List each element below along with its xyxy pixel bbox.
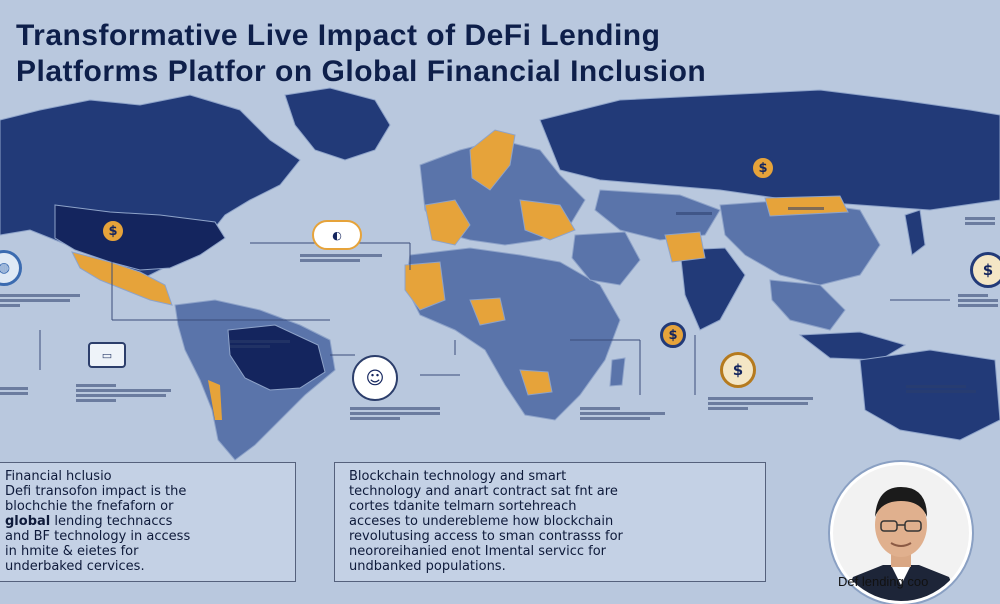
map-label-block: [906, 383, 986, 395]
africa-central: [469, 297, 506, 326]
box-left-bold-word: global: [5, 514, 51, 529]
map-label-block: [0, 292, 80, 309]
box-left-line-2: blochchie the fnefaforn or: [5, 499, 174, 514]
box-left-line-6: underbaked cervices.: [5, 559, 145, 574]
box-right-line-2: technology and anart contract sat fnt ar…: [349, 484, 618, 499]
portrait-caption: Def lending coo: [838, 574, 929, 589]
africa: [404, 247, 621, 421]
indonesia: [798, 331, 907, 361]
india: [679, 247, 746, 331]
dollar-coin-icon: $: [100, 218, 126, 244]
financial-inclusion-box: Financial hclusio Defi transofon impact …: [0, 462, 296, 582]
map-label-block: [708, 395, 818, 412]
lending-device-icon: ◐: [312, 220, 362, 250]
russia: [539, 89, 1000, 211]
page-title: Transformative Live Impact of DeFi Lendi…: [16, 18, 976, 90]
title-line-2: Platforms Platfor on Global Financial In…: [16, 55, 707, 88]
europe-west: [424, 199, 471, 246]
map-label-block: [230, 338, 300, 350]
europe-east: [519, 199, 576, 241]
pakistan: [664, 231, 706, 263]
middle-east: [571, 231, 641, 286]
wallet-icon: ▭: [88, 342, 126, 368]
box-left-line-3: global lending technaccs: [5, 514, 173, 529]
box-right-line-3: cortes tdanite telmarn sortehreach: [349, 499, 577, 514]
box-left-line-1: Defi transofon impact is the: [5, 484, 187, 499]
dollar-coin-icon: $: [750, 155, 776, 181]
title-line-1: Transformative Live Impact of DeFi Lendi…: [16, 19, 661, 52]
africa-west: [404, 261, 446, 311]
map-label-block: [350, 405, 445, 422]
person-avatar-icon: ☺: [352, 355, 398, 401]
box-left-heading: Financial hclusio: [5, 469, 112, 484]
map-label-block: [676, 210, 716, 217]
box-right-line-7: undbanked populations.: [349, 559, 506, 574]
australia: [859, 349, 1000, 441]
map-label-block: [0, 385, 30, 397]
mongolia: [764, 195, 849, 217]
greenland: [284, 87, 391, 161]
madagascar: [609, 357, 626, 387]
map-label-block: [580, 405, 670, 422]
map-label-block: [965, 215, 1000, 227]
map-label-block: [958, 292, 1000, 309]
japan: [904, 209, 926, 256]
map-label-block: [76, 382, 176, 404]
box-right-line-1: Blockchain technology and smart: [349, 469, 567, 484]
chile-strip: [208, 380, 222, 420]
box-right-line-4: acceses to underebleme how blockchain: [349, 514, 614, 529]
map-label-block: [300, 252, 385, 264]
globe-icon: ◍: [0, 250, 22, 286]
southeast-asia: [769, 279, 846, 331]
dollar-coin-icon: $: [660, 322, 686, 348]
dollar-coin-icon: $: [970, 252, 1000, 288]
box-left-line-5: in hmite & eietes for: [5, 544, 139, 559]
mexico: [71, 251, 173, 306]
box-left-line-4: and BF technology in access: [5, 529, 191, 544]
africa-south: [519, 369, 553, 396]
person-portrait-icon: [833, 465, 969, 601]
usa: [54, 204, 226, 271]
blockchain-technology-box: Blockchain technology and smart technolo…: [334, 462, 766, 582]
map-label-block: [788, 205, 828, 212]
dollar-coin-icon: $: [720, 352, 756, 388]
scandinavia: [469, 129, 516, 191]
box-right-line-5: revolutusing access to sman contrasss fo…: [349, 529, 623, 544]
box-right-line-6: neororeihanied enot Imental servicc for: [349, 544, 606, 559]
